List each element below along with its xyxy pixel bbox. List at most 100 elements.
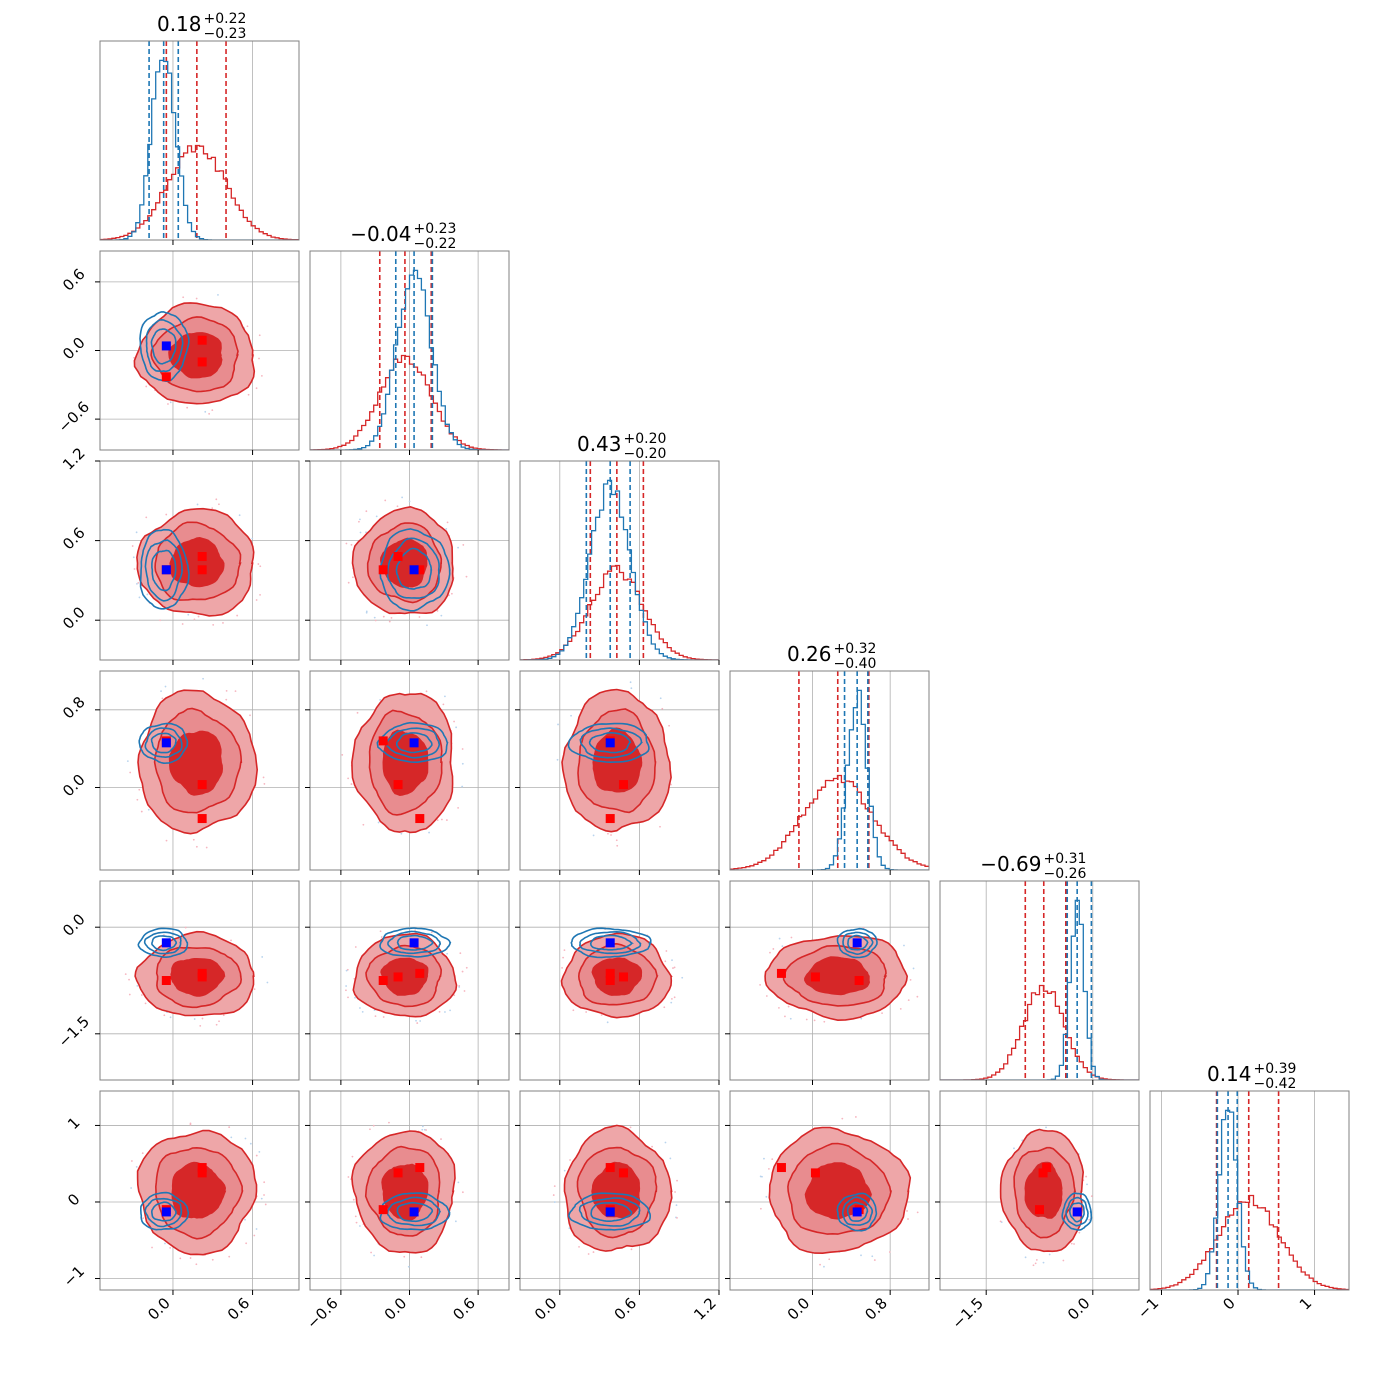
sample-point [888, 1251, 891, 1253]
histogram-panel-2: 0.43 +0.20−0.20 [519, 431, 720, 665]
sample-point [352, 1198, 355, 1201]
series-a-histogram [100, 144, 299, 240]
sample-point [133, 568, 136, 570]
series-a-contour-inner [591, 957, 643, 996]
series-b-contour [395, 547, 433, 590]
sample-point [659, 697, 662, 700]
sample-point [553, 1201, 556, 1203]
sample-point [400, 832, 403, 835]
sample-point [136, 798, 139, 801]
sample-point [419, 1020, 422, 1022]
series-b-contour [396, 732, 433, 754]
sample-point [184, 926, 187, 929]
sample-point [169, 1247, 172, 1249]
contour-panel-2-1 [305, 460, 510, 665]
marker-square [618, 1168, 628, 1178]
sample-point [769, 951, 771, 954]
panel-title-plus: +0.31 [1044, 851, 1087, 867]
sample-point [426, 624, 428, 627]
sample-point [382, 615, 385, 618]
sample-point [380, 936, 383, 938]
sample-point [454, 1220, 457, 1223]
sample-point [661, 707, 664, 710]
sample-point [361, 1010, 364, 1013]
sample-point [659, 825, 661, 828]
truth-marker [852, 938, 862, 948]
series-b-contour [151, 935, 178, 952]
sample-point [355, 1221, 358, 1224]
sample-point [354, 1215, 357, 1218]
sample-point [607, 832, 609, 835]
series-b-contour [842, 931, 874, 956]
marker-square [415, 968, 425, 978]
panel-title-minus: −0.20 [624, 446, 667, 462]
sample-point [345, 985, 348, 987]
marker-square [415, 1163, 425, 1173]
sample-point [365, 531, 367, 534]
sample-point [195, 297, 198, 300]
sample-point [1085, 1175, 1088, 1178]
panel-title-minus: −0.22 [414, 236, 457, 252]
contour-panel-1-0: −0.6 0.0 0.6 [55, 250, 300, 455]
sample-point [130, 1187, 133, 1189]
sample-point [197, 615, 200, 618]
contour-panel-4-0: −1.5 0.0 [55, 880, 300, 1085]
sample-point [436, 610, 439, 612]
truth-marker [409, 938, 419, 948]
x-tick-label: −1 [1134, 1294, 1162, 1322]
truth-marker [161, 938, 171, 948]
sample-point [159, 619, 161, 622]
sample-point [561, 966, 563, 969]
sample-point [805, 1018, 808, 1021]
series-b-contour [386, 537, 440, 599]
sample-point [672, 967, 674, 969]
sample-point [141, 1152, 144, 1155]
truth-marker [409, 1207, 419, 1217]
histogram-panel-0: 0.18 +0.22−0.23 [99, 11, 300, 245]
sample-point [255, 1228, 258, 1230]
series-b-contour [1065, 1196, 1089, 1227]
sample-point [873, 1259, 876, 1261]
histogram-panel-4: −0.69 +0.31−0.26 [939, 851, 1140, 1085]
sample-point [906, 1210, 908, 1212]
sample-point [262, 776, 265, 779]
panel-frame [99, 1090, 300, 1291]
sample-point [420, 1256, 423, 1259]
marker-square [1035, 1205, 1044, 1215]
x-tick-label: 0.6 [611, 1294, 641, 1324]
sample-point [263, 1181, 266, 1184]
sample-point [592, 1251, 595, 1253]
sample-point [465, 575, 468, 578]
sample-point [664, 1141, 667, 1144]
panel-title-minus: −0.40 [834, 656, 877, 672]
sample-point [350, 783, 353, 785]
marker-square [605, 976, 615, 985]
marker-square [197, 780, 207, 790]
x-tick-label: 0.0 [784, 1294, 814, 1324]
y-tick-label: 0.0 [59, 334, 89, 364]
series-b-contour [151, 549, 177, 592]
sample-point [907, 999, 910, 1002]
series-b-contour [143, 931, 182, 955]
sample-point [258, 357, 260, 360]
sample-point [215, 498, 218, 501]
sample-point [135, 1165, 138, 1168]
truth-marker [605, 738, 615, 748]
marker-square [618, 780, 628, 790]
sample-point [138, 596, 141, 599]
sample-point [388, 620, 391, 623]
truth-marker [161, 738, 171, 748]
sample-point [135, 582, 138, 585]
sample-point [212, 623, 215, 626]
sample-point [193, 618, 196, 621]
series-b-contour [137, 927, 189, 958]
marker-square [1038, 1168, 1048, 1178]
series-b-contour [386, 1196, 442, 1227]
sample-point [458, 984, 461, 987]
sample-point [1088, 1218, 1091, 1221]
sample-point [169, 1016, 172, 1019]
series-b-histogram [940, 899, 1139, 1080]
sample-point [681, 976, 684, 979]
sample-point [359, 518, 361, 521]
